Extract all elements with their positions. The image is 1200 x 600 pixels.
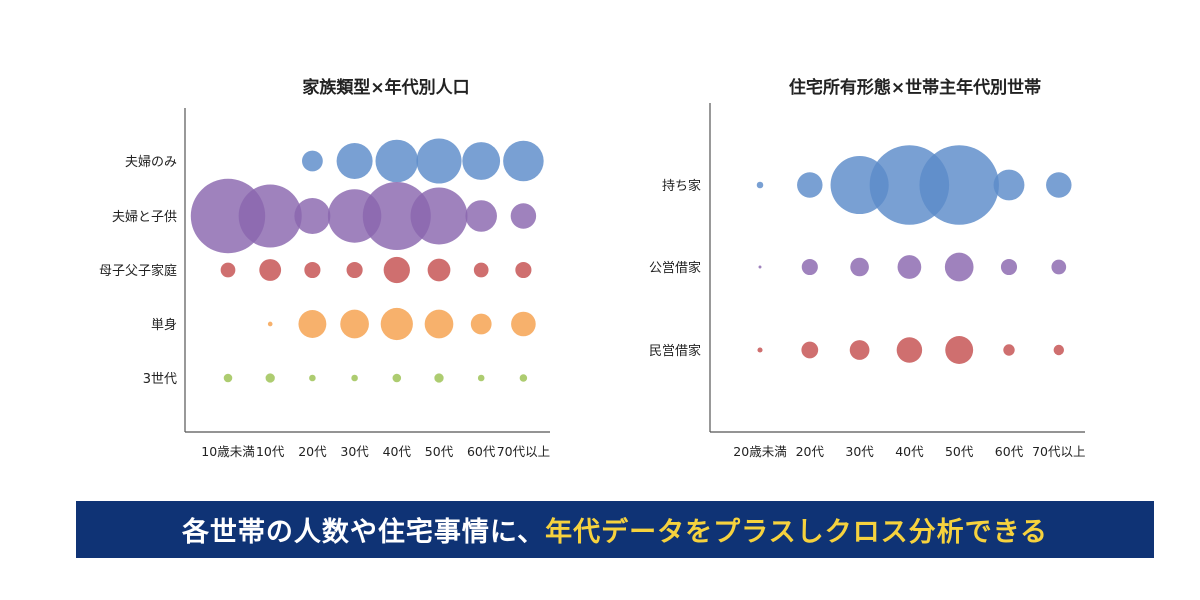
- left-bubble: [380, 307, 413, 341]
- right-x-tick-label: 70代以上: [1032, 444, 1085, 459]
- right-category-label: 持ち家: [662, 178, 701, 194]
- left-bubble: [351, 374, 358, 382]
- right-bubble: [801, 258, 818, 276]
- left-bubble: [309, 374, 316, 382]
- right-bubble: [756, 181, 764, 189]
- left-category-label: 3世代: [143, 372, 177, 387]
- left-bubble: [510, 203, 537, 229]
- right-bubble: [758, 265, 762, 269]
- left-bubble: [427, 258, 451, 282]
- left-bubble: [511, 311, 536, 337]
- left-bubble: [519, 374, 528, 382]
- left-x-tick-label: 70代以上: [497, 444, 550, 459]
- left-bubble: [298, 310, 327, 338]
- right-bubble: [757, 347, 763, 353]
- left-category-label: 単身: [151, 317, 177, 333]
- right-bubble: [801, 341, 819, 359]
- left-bubble: [259, 259, 282, 281]
- left-bubble: [410, 187, 468, 245]
- right-bubble: [896, 337, 923, 363]
- left-bubble: [477, 374, 485, 382]
- right-bubble: [993, 169, 1025, 201]
- right-x-tick-label: 20歳未満: [733, 444, 786, 459]
- left-bubble: [223, 373, 233, 383]
- right-category-label: 民営借家: [649, 343, 701, 359]
- left-bubble: [416, 138, 462, 184]
- right-x-tick-label: 60代: [995, 444, 1024, 459]
- left-bubble: [434, 373, 444, 383]
- left-bubble: [294, 197, 331, 235]
- right-bubble: [1051, 259, 1067, 275]
- right-x-tick-label: 20代: [796, 444, 825, 459]
- left-bubble: [238, 184, 302, 248]
- right-chart-title: 住宅所有形態×世帯主年代別世帯: [789, 77, 1041, 98]
- banner-text-white: 各世帯の人数や住宅事情に、: [181, 517, 546, 548]
- right-bubble: [1003, 344, 1015, 356]
- left-bubble: [515, 261, 532, 279]
- left-chart-title: 家族類型×年代別人口: [302, 77, 469, 98]
- left-category-label: 母子父子家庭: [99, 263, 177, 279]
- left-bubble: [473, 262, 489, 278]
- right-bubble: [1000, 258, 1018, 276]
- left-bubble: [424, 309, 454, 339]
- left-bubble: [465, 200, 497, 232]
- left-x-tick-label: 10代: [256, 444, 285, 459]
- right-bubble: [797, 172, 823, 198]
- summary-banner: 各世帯の人数や住宅事情に、 年代データをプラスしクロス分析できる: [76, 501, 1154, 558]
- left-bubble: [302, 150, 323, 172]
- left-category-label: 夫婦と子供: [112, 209, 177, 225]
- left-x-tick-label: 20代: [298, 444, 327, 459]
- right-x-tick-label: 50代: [945, 444, 974, 459]
- left-bubble: [375, 139, 419, 183]
- left-bubble: [340, 309, 369, 339]
- left-bubble: [265, 373, 275, 383]
- left-bubble: [462, 142, 501, 180]
- left-bubble: [304, 261, 321, 279]
- left-category-label: 夫婦のみ: [125, 154, 177, 170]
- right-bubble: [1046, 172, 1072, 198]
- left-x-tick-label: 10歳未満: [201, 444, 254, 459]
- banner-text-highlight: 年代データをプラスしクロス分析できる: [545, 517, 1049, 548]
- left-x-tick-label: 50代: [425, 444, 454, 459]
- left-x-tick-label: 40代: [383, 444, 412, 459]
- right-category-label: 公営借家: [649, 260, 701, 276]
- left-x-tick-label: 60代: [467, 444, 496, 459]
- left-bubble: [336, 142, 373, 180]
- left-bubble: [267, 321, 273, 327]
- left-bubble: [383, 256, 410, 284]
- right-bubble: [849, 340, 870, 360]
- right-bubble: [945, 336, 974, 364]
- left-x-tick-label: 30代: [340, 444, 369, 459]
- right-x-tick-label: 40代: [895, 444, 924, 459]
- right-bubble: [944, 252, 974, 282]
- left-bubble: [362, 181, 431, 251]
- left-bubble: [503, 140, 544, 182]
- right-bubble: [850, 257, 869, 277]
- left-bubble: [220, 262, 236, 278]
- right-bubble: [897, 255, 922, 279]
- left-bubble: [346, 261, 363, 279]
- right-x-tick-label: 30代: [845, 444, 874, 459]
- left-bubble: [470, 313, 492, 335]
- left-bubble: [392, 373, 402, 383]
- right-bubble: [919, 145, 999, 225]
- right-bubble: [1053, 344, 1065, 356]
